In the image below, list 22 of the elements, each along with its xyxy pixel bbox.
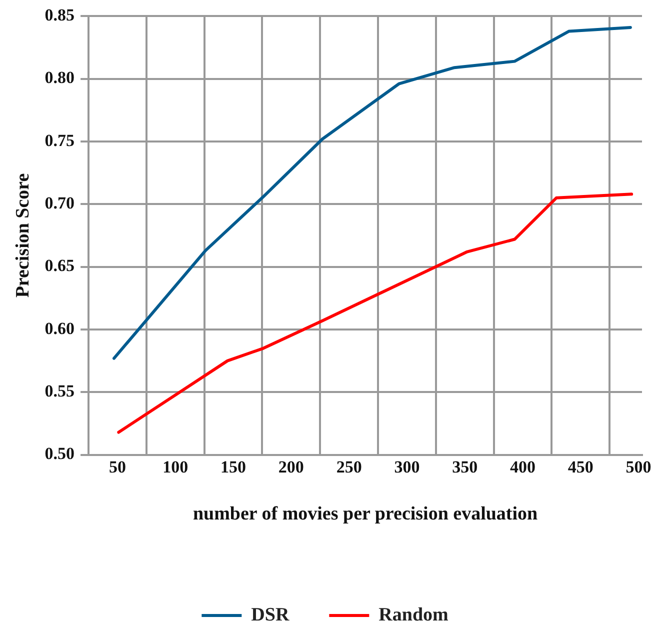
y-tick-label: 0.65 (44, 256, 75, 276)
y-tick-label: 0.85 (44, 6, 75, 25)
x-axis-title: number of movies per precision evaluation (192, 504, 538, 525)
y-tick-label: 0.70 (44, 194, 75, 213)
y-tick-label: 0.80 (44, 68, 75, 88)
x-tick-label: 50 (108, 457, 126, 476)
x-tick-label: 450 (568, 457, 594, 476)
x-tick-label: 200 (278, 457, 304, 476)
legend-label: DSR (251, 604, 290, 626)
x-tick-label: 150 (220, 457, 246, 476)
x-tick-label: 500 (626, 457, 652, 476)
x-tick-label: 250 (336, 457, 362, 476)
x-tick-label: 350 (452, 457, 478, 476)
x-tick-label: 100 (162, 457, 188, 476)
x-tick-label: 300 (394, 457, 420, 476)
y-tick-label: 0.60 (44, 318, 75, 338)
y-axis-title: Precision Score (12, 173, 34, 298)
legend-label: Random (378, 604, 449, 626)
x-tick-label: 400 (510, 457, 536, 476)
y-tick-label: 0.55 (44, 382, 75, 401)
y-tick-label: 0.50 (44, 444, 75, 464)
y-tick-label: 0.75 (44, 130, 75, 150)
